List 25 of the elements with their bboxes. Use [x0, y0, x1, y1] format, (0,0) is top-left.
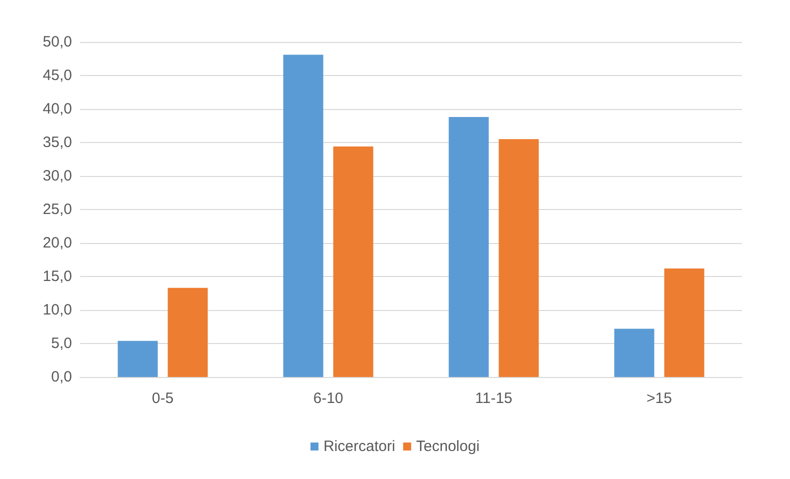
- y-tick-label: 30,0: [42, 168, 72, 184]
- legend-label: Ricercatori: [323, 438, 396, 455]
- x-tick-label: 11-15: [475, 390, 512, 407]
- legend-label: Tecnologi: [416, 438, 480, 455]
- x-tick-label: 0-5: [152, 390, 174, 407]
- bar: [448, 117, 489, 377]
- bar: [283, 54, 324, 377]
- y-tick-label: 25,0: [42, 201, 72, 218]
- y-tick-label: 5,0: [51, 335, 72, 352]
- y-tick-label: 10,0: [42, 302, 72, 318]
- y-tick-label: 0,0: [51, 368, 72, 386]
- x-tick-label: 6-10: [313, 390, 344, 407]
- y-tick-label: 40,0: [42, 100, 72, 118]
- y-tick-label: 15,0: [42, 268, 72, 285]
- y-tick-label: 50,0: [42, 34, 72, 50]
- y-tick-label: 35,0: [42, 134, 72, 151]
- bar: [664, 268, 704, 377]
- bar: [118, 340, 158, 377]
- bar: [333, 146, 374, 377]
- bar: [498, 139, 539, 377]
- y-tick-label: 45,0: [42, 67, 72, 84]
- y-tick-label: 20,0: [42, 234, 72, 252]
- x-tick-label: >15: [646, 390, 672, 407]
- bar: [614, 328, 654, 377]
- bar: [168, 288, 208, 377]
